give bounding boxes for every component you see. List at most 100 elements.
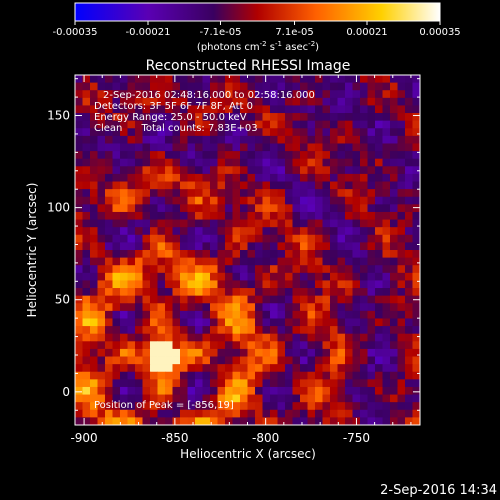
heatmap-cell [180,318,188,327]
heatmap-cell [390,135,398,144]
heatmap-cell [187,135,196,144]
heatmap-cell [202,356,211,365]
heatmap-cell [202,417,211,426]
heatmap-cell [187,364,196,373]
heatmap-cell [90,341,98,350]
heatmap-cell [172,181,181,190]
heatmap-cell [187,82,196,91]
heatmap-cell [120,364,128,373]
heatmap-cell [127,265,136,274]
heatmap-cell [150,303,158,312]
heatmap-cell [225,128,233,137]
heatmap-cell [142,90,151,99]
colorbar-tick-group: -0.00035 -0.00021 -7.1e-05 7.1e-05 0.00021 0.… [53,21,461,38]
heatmap-cell [105,242,113,251]
heatmap-cell [172,151,181,160]
heatmap-cell [262,90,271,99]
heatmap-cell [315,303,323,312]
heatmap-cell [300,143,308,152]
heatmap-cell [217,295,226,304]
heatmap-cell [195,75,203,84]
heatmap-cell [345,386,353,395]
heatmap-cell [82,295,91,304]
heatmap-cell [180,326,188,335]
heatmap-cell [247,75,256,84]
heatmap-cell [307,196,316,205]
heatmap-cell [345,402,353,411]
heatmap-cell [292,151,301,160]
heatmap-cell [240,151,248,160]
heatmap-cell [255,402,263,411]
heatmap-cell [142,303,151,312]
heatmap-cell [217,166,226,175]
heatmap-cell [135,379,143,388]
heatmap-cell [315,227,323,236]
heatmap-cell [285,181,293,190]
heatmap-cell [315,250,323,259]
heatmap-cell [232,227,241,236]
heatmap-cell [112,75,121,84]
heatmap-cell [375,234,383,243]
heatmap-cell [195,348,203,357]
heatmap-cell [307,417,316,426]
heatmap-cell [217,356,226,365]
heatmap-cell [307,402,316,411]
heatmap-cell [225,189,233,198]
heatmap-cell [90,196,98,205]
heatmap-cell [390,189,398,198]
heatmap-cell [172,402,181,411]
heatmap-cell [277,250,286,259]
heatmap-cell [210,310,218,319]
heatmap-cell [142,113,151,122]
heatmap-cell [157,189,166,198]
heatmap-cell [307,386,316,395]
heatmap-cell [105,143,113,152]
heatmap-cell [120,242,128,251]
heatmap-cell [180,189,188,198]
heatmap-cell [322,326,331,335]
heatmap-cell [120,379,128,388]
heatmap-cell [142,128,151,137]
heatmap-cell [255,379,263,388]
heatmap-cell [195,265,203,274]
heatmap-cell [247,348,256,357]
heatmap-cell [262,295,271,304]
heatmap-cell [345,196,353,205]
heatmap-cell [285,143,293,152]
heatmap-cell [232,409,241,418]
heatmap-cell [285,151,293,160]
heatmap-cell [405,135,413,144]
heatmap-cell [97,227,106,236]
heatmap-cell [150,211,158,220]
heatmap-cell [240,128,248,137]
heatmap-cell [180,310,188,319]
heatmap-cell [307,326,316,335]
heatmap-cell [262,250,271,259]
heatmap-cell [315,348,323,357]
heatmap-cell [307,189,316,198]
heatmap-image [75,75,421,426]
heatmap-cell [187,257,196,266]
heatmap-cell [315,364,323,373]
heatmap-cell [367,409,376,418]
heatmap-cell [255,386,263,395]
heatmap-cell [285,75,293,84]
heatmap-cell [330,143,338,152]
heatmap-cell [352,97,361,106]
heatmap-cell [345,250,353,259]
heatmap-cell [315,310,323,319]
heatmap-cell [412,265,421,274]
heatmap-cell [270,105,278,114]
heatmap-cell [75,234,83,243]
heatmap-cell [240,113,248,122]
heatmap-cell [202,97,211,106]
heatmap-cell [187,105,196,114]
heatmap-cell [112,417,121,426]
heatmap-cell [397,318,406,327]
heatmap-cell [217,348,226,357]
heatmap-cell [232,128,241,137]
heatmap-cell [195,242,203,251]
heatmap-cell [150,356,158,365]
heatmap-cell [397,356,406,365]
heatmap-cell [360,288,368,297]
